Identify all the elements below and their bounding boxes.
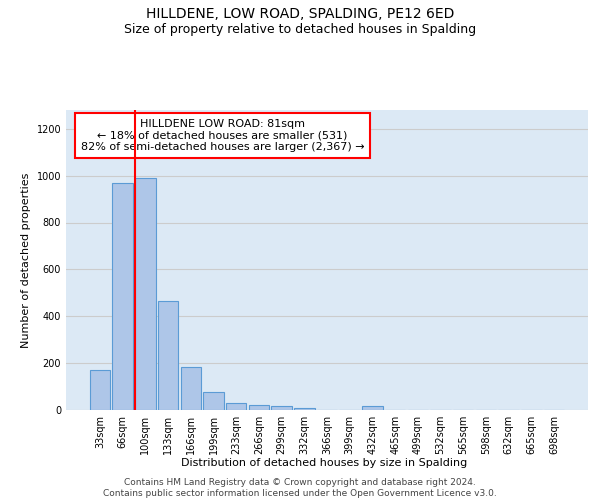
- Bar: [271, 406, 292, 410]
- Text: Size of property relative to detached houses in Spalding: Size of property relative to detached ho…: [124, 22, 476, 36]
- Bar: [294, 408, 314, 410]
- Text: Distribution of detached houses by size in Spalding: Distribution of detached houses by size …: [181, 458, 467, 468]
- Text: HILLDENE LOW ROAD: 81sqm
← 18% of detached houses are smaller (531)
82% of semi-: HILLDENE LOW ROAD: 81sqm ← 18% of detach…: [81, 119, 364, 152]
- Bar: [248, 405, 269, 410]
- Bar: [135, 178, 155, 410]
- Bar: [362, 406, 383, 410]
- Text: HILLDENE, LOW ROAD, SPALDING, PE12 6ED: HILLDENE, LOW ROAD, SPALDING, PE12 6ED: [146, 8, 454, 22]
- Bar: [112, 182, 133, 410]
- Y-axis label: Number of detached properties: Number of detached properties: [21, 172, 31, 348]
- Bar: [181, 366, 201, 410]
- Bar: [90, 370, 110, 410]
- Bar: [203, 392, 224, 410]
- Bar: [158, 301, 178, 410]
- Text: Contains HM Land Registry data © Crown copyright and database right 2024.
Contai: Contains HM Land Registry data © Crown c…: [103, 478, 497, 498]
- Bar: [226, 403, 247, 410]
